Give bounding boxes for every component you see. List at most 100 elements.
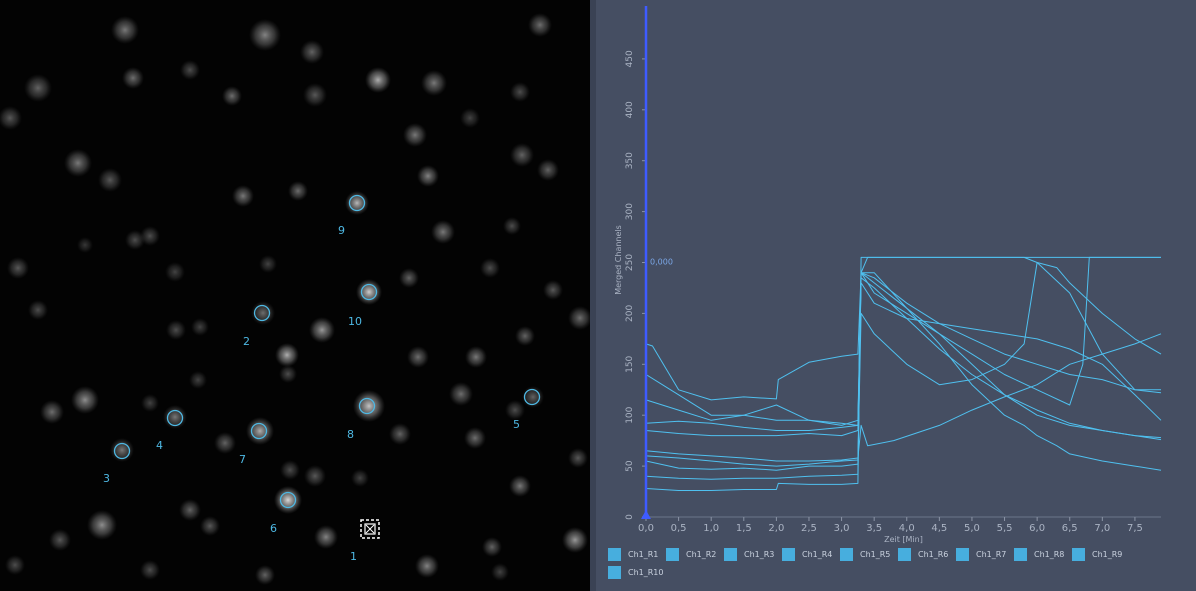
cell-blob: [140, 226, 160, 246]
cell-blob: [49, 529, 71, 551]
cell-blob: [562, 527, 588, 553]
legend-item-r1[interactable]: Ch1_R1: [608, 548, 658, 564]
legend-swatch-icon: [608, 566, 621, 579]
series-line-ch1-r7[interactable]: [645, 333, 1162, 462]
cell-blob: [510, 143, 534, 167]
cell-blob: [71, 386, 99, 414]
legend-item-r4[interactable]: Ch1_R4: [782, 548, 832, 564]
x-tick-label: 1,5: [736, 523, 752, 534]
cell-blob: [314, 525, 338, 549]
x-tick-label: 6,0: [1029, 523, 1045, 534]
roi-label-8: 8: [347, 428, 354, 441]
roi-circle[interactable]: [253, 304, 271, 322]
cell-blob: [449, 382, 473, 406]
roi-label-3: 3: [103, 472, 110, 485]
roi-circle[interactable]: [523, 388, 541, 406]
legend-item-r10[interactable]: Ch1_R10: [608, 566, 663, 582]
cell-blob: [279, 365, 297, 383]
x-tick-label: 0,5: [671, 523, 687, 534]
cell-blob: [141, 394, 159, 412]
x-tick-label: 5,0: [964, 523, 980, 534]
y-axis-label: Merged Channels: [614, 225, 623, 295]
roi-label-1: 1: [350, 550, 357, 563]
roi-label-5: 5: [513, 418, 520, 431]
cell-blob: [509, 475, 531, 497]
x-axis-label: Zeit [Min]: [884, 535, 923, 544]
cell-blob: [5, 555, 25, 575]
x-tick-label: 2,0: [768, 523, 784, 534]
cell-blob: [503, 217, 521, 235]
cell-blob: [568, 448, 588, 468]
cell-blob: [200, 516, 220, 536]
cell-blob: [309, 317, 335, 343]
cursor-value-label: 0,000: [650, 258, 673, 267]
cell-blob: [214, 432, 236, 454]
legend-swatch-icon: [1014, 548, 1027, 561]
time-cursor-handle-icon[interactable]: [641, 510, 651, 519]
roi-circle[interactable]: [360, 283, 378, 301]
legend-item-r7[interactable]: Ch1_R7: [956, 548, 1006, 564]
cell-blob: [274, 486, 302, 514]
roi-circle[interactable]: [113, 442, 131, 460]
cell-blob: [568, 306, 590, 330]
legend-item-r8[interactable]: Ch1_R8: [1014, 548, 1064, 564]
series-line-ch1-r10[interactable]: [645, 262, 1162, 467]
cell-blob: [482, 537, 502, 557]
series-line-ch1-r8[interactable]: [645, 277, 1162, 441]
y-tick-label: 300: [625, 203, 635, 220]
cell-blob: [345, 191, 369, 215]
cell-blob: [464, 427, 486, 449]
panel-divider[interactable]: [590, 0, 596, 591]
cell-blob: [431, 220, 455, 244]
cell-blob: [365, 67, 391, 93]
image-viewer[interactable]: 1 2 3 4 5 6 7 8 9 10: [0, 0, 590, 591]
cell-blob: [300, 40, 324, 64]
series-line-ch1-r2[interactable]: [645, 256, 1161, 480]
x-tick-label: 7,0: [1094, 523, 1110, 534]
cell-blob: [275, 343, 299, 367]
series-line-ch1-r4[interactable]: [645, 272, 1161, 401]
roi-selection-marker[interactable]: [360, 519, 380, 539]
roi-label-7: 7: [239, 453, 246, 466]
x-tick-label: 7,5: [1127, 523, 1143, 534]
roi-circle[interactable]: [250, 422, 268, 440]
legend-item-r9[interactable]: Ch1_R9: [1072, 548, 1122, 564]
cell-blob: [351, 469, 369, 487]
intensity-chart-panel: 0 50 100 150 200 250 300 350 400 450 Merged Channe…: [596, 0, 1196, 591]
intensity-chart[interactable]: 0 50 100 150 200 250 300 350 400 450 Merged Channe…: [596, 0, 1196, 548]
cell-blob: [543, 280, 563, 300]
series-line-ch1-r3[interactable]: [645, 256, 1162, 471]
cell-blob: [179, 499, 201, 521]
roi-label-10: 10: [348, 315, 362, 328]
roi-circle[interactable]: [348, 194, 366, 212]
roi-label-6: 6: [270, 522, 277, 535]
legend-item-r6[interactable]: Ch1_R6: [898, 548, 948, 564]
legend-swatch-icon: [666, 548, 679, 561]
legend-item-r3[interactable]: Ch1_R3: [724, 548, 774, 564]
cell-blob: [87, 510, 117, 540]
y-tick-label: 100: [625, 406, 635, 423]
cell-blob: [528, 13, 552, 37]
legend-swatch-icon: [898, 548, 911, 561]
legend-swatch-icon: [782, 548, 795, 561]
x-tick-label: 0,0: [638, 523, 654, 534]
roi-circle[interactable]: [279, 491, 297, 509]
y-tick-label: 150: [625, 355, 635, 372]
x-tick-label: 3,5: [866, 523, 882, 534]
legend-swatch-icon: [1072, 548, 1085, 561]
legend-item-r2[interactable]: Ch1_R2: [666, 548, 716, 564]
legend-item-r5[interactable]: Ch1_R5: [840, 548, 890, 564]
cell-blob: [28, 300, 48, 320]
legend-swatch-icon: [840, 548, 853, 561]
x-tick-label: 1,0: [703, 523, 719, 534]
cell-blob: [111, 16, 139, 44]
roi-circle[interactable]: [358, 397, 376, 415]
series-line-ch1-r6[interactable]: [645, 282, 1162, 426]
y-tick-label: 400: [625, 101, 635, 118]
roi-circle[interactable]: [166, 409, 184, 427]
cell-blob: [246, 417, 274, 445]
cell-blob: [403, 123, 427, 147]
series-line-ch1-r9[interactable]: [645, 272, 1162, 471]
series-line-ch1-r1[interactable]: [645, 256, 1161, 491]
cell-blob: [232, 185, 254, 207]
